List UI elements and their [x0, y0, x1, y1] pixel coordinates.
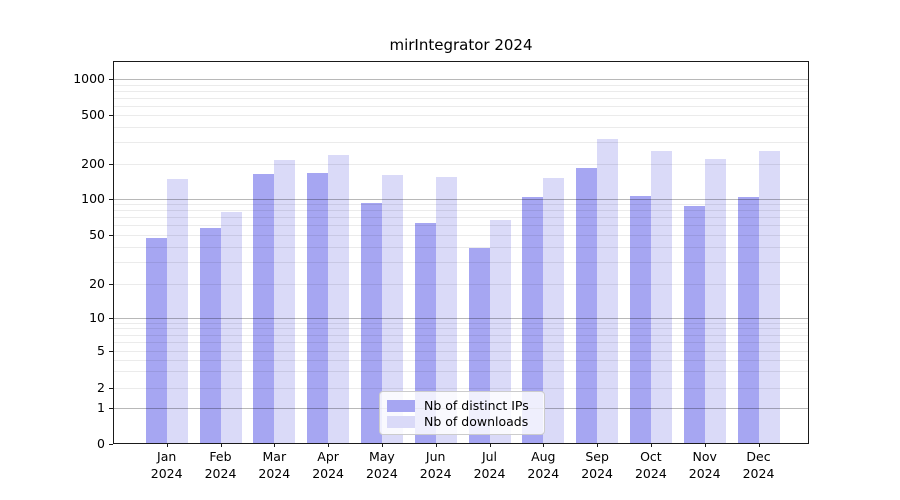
y-tick — [109, 79, 113, 80]
minor-gridline — [114, 105, 808, 107]
bar-downloads-mar — [274, 159, 296, 444]
bar-distinct-ips-jan — [145, 238, 167, 444]
x-tick — [650, 443, 652, 447]
x-tick — [220, 443, 222, 447]
bar-distinct-ips-aug — [522, 196, 544, 444]
legend-swatch-distinct-ips — [387, 399, 415, 412]
x-tick-label-nov: Nov 2024 — [688, 449, 721, 481]
legend-item-distinct-ips: Nb of distinct IPs — [387, 398, 536, 413]
bar-downloads-jun — [435, 176, 457, 444]
x-tick — [328, 443, 330, 447]
y-tick-label: 1000 — [73, 71, 105, 86]
x-tick — [543, 443, 545, 447]
bar-distinct-ips-nov — [683, 205, 705, 444]
bar-distinct-ips-oct — [629, 196, 651, 444]
x-tick-label-jan: Jan 2024 — [150, 449, 183, 481]
bar-downloads-apr — [328, 155, 350, 444]
x-tick-label-feb: Feb 2024 — [204, 449, 237, 481]
x-tick-label-aug: Aug 2024 — [527, 449, 560, 481]
minor-gridline — [114, 115, 808, 116]
x-tick-label-may: May 2024 — [365, 449, 398, 481]
y-tick — [109, 198, 113, 200]
minor-gridline — [114, 142, 808, 143]
x-tick-label-dec: Dec 2024 — [742, 449, 775, 481]
x-tick — [489, 443, 491, 447]
x-tick-label-apr: Apr 2024 — [312, 449, 344, 481]
y-tick-label: 0 — [97, 436, 105, 451]
y-tick — [109, 284, 113, 285]
x-tick — [704, 443, 706, 447]
minor-gridline — [114, 84, 808, 86]
x-tick-label-jun: Jun 2024 — [419, 449, 452, 481]
minor-gridline — [114, 126, 808, 128]
y-tick-label: 50 — [89, 227, 105, 242]
y-tick-label: 5 — [97, 342, 105, 358]
x-tick — [166, 443, 168, 447]
bar-distinct-ips-feb — [199, 228, 221, 444]
y-tick — [109, 115, 113, 116]
x-tick — [597, 443, 599, 447]
bar-distinct-ips-sep — [576, 168, 598, 444]
minor-gridline — [114, 97, 808, 99]
bar-downloads-dec — [758, 151, 780, 444]
bar-downloads-feb — [220, 211, 242, 444]
legend-label-distinct-ips: Nb of distinct IPs — [424, 398, 529, 413]
bar-distinct-ips-may — [360, 202, 382, 444]
y-tick — [109, 444, 113, 445]
chart-title: mirIntegrator 2024 — [389, 36, 533, 54]
bar-downloads-jul — [489, 219, 511, 444]
bar-distinct-ips-apr — [307, 173, 329, 444]
y-tick-label: 500 — [81, 107, 105, 122]
legend-swatch-downloads — [387, 415, 415, 428]
y-tick-label: 1 — [97, 400, 105, 415]
x-tick-label-sep: Sep 2024 — [581, 449, 613, 481]
x-tick — [274, 443, 276, 447]
y-tick — [109, 408, 113, 409]
x-tick-label-mar: Mar 2024 — [258, 449, 291, 481]
bar-downloads-aug — [543, 178, 565, 444]
x-tick-label-oct: Oct 2024 — [634, 449, 667, 481]
bar-distinct-ips-jun — [414, 222, 436, 444]
x-tick — [381, 443, 383, 447]
bar-downloads-oct — [650, 150, 672, 444]
y-tick-label: 20 — [89, 276, 105, 291]
minor-gridline — [114, 90, 808, 92]
bar-downloads-jan — [166, 178, 188, 444]
bar-distinct-ips-mar — [253, 174, 275, 444]
x-tick — [758, 443, 760, 447]
y-tick — [109, 350, 113, 352]
y-tick — [109, 163, 113, 165]
y-tick-label: 10 — [89, 309, 105, 325]
legend: Nb of distinct IPs Nb of downloads — [379, 391, 545, 435]
bar-downloads-may — [381, 174, 403, 444]
bar-downloads-sep — [597, 138, 619, 444]
y-tick — [109, 317, 113, 319]
y-tick-label: 200 — [81, 155, 105, 171]
y-tick — [109, 235, 113, 236]
bar-distinct-ips-dec — [737, 196, 759, 444]
y-tick — [109, 388, 113, 389]
x-tick — [435, 443, 437, 447]
y-tick-label: 2 — [97, 380, 105, 395]
major-gridline — [114, 79, 808, 80]
bar-downloads-nov — [704, 159, 726, 444]
legend-label-downloads: Nb of downloads — [424, 414, 529, 429]
x-tick-label-jul: Jul 2024 — [473, 449, 506, 481]
legend-item-downloads: Nb of downloads — [387, 414, 536, 429]
y-tick-label: 100 — [81, 190, 105, 206]
